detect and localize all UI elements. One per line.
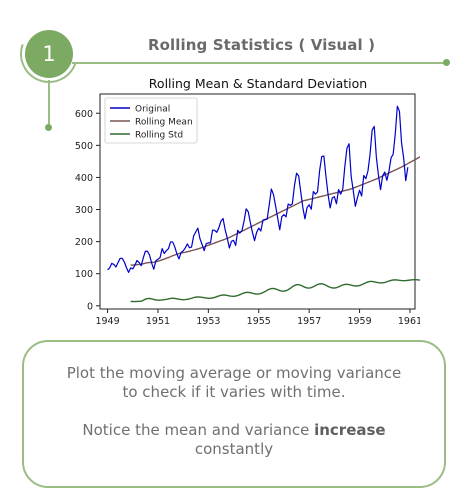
legend-label: Original — [135, 105, 170, 115]
header-divider-dot — [443, 59, 450, 66]
x-tick-label: 1955 — [247, 316, 271, 327]
x-tick-label: 1951 — [146, 316, 170, 327]
y-tick-label: 400 — [75, 173, 93, 184]
series-line-rolling-mean — [130, 156, 420, 266]
x-tick-label: 1961 — [398, 316, 420, 327]
x-axis-ticks: 1949 1951 1953 1955 1957 1959 1961 — [95, 309, 420, 327]
x-tick-label: 1957 — [297, 316, 321, 327]
step-badge: 1 — [25, 30, 73, 78]
page-title: Rolling Statistics ( Visual ) — [148, 36, 376, 54]
series-layer — [107, 105, 420, 303]
x-tick-label: 1949 — [95, 316, 119, 327]
y-tick-label: 500 — [75, 141, 93, 152]
y-tick-label: 600 — [75, 109, 93, 120]
note-line-3-prefix: Notice the mean and variance — [82, 421, 315, 439]
header-divider — [72, 62, 446, 64]
step-number: 1 — [42, 42, 56, 66]
legend: Original Rolling Mean Rolling Std — [104, 97, 198, 144]
x-tick-label: 1959 — [347, 316, 371, 327]
x-tick-label: 1953 — [196, 316, 220, 327]
note-emphasis: increase — [314, 421, 386, 439]
note-line-1: Plot the moving average or moving varian… — [66, 364, 402, 382]
series-line-original — [107, 105, 409, 274]
legend-box — [104, 97, 198, 144]
note-line-3: Notice the mean and variance increase — [24, 421, 444, 440]
badge-connector — [48, 80, 50, 126]
note-line-4: constantly — [194, 440, 274, 458]
y-tick-label: 200 — [75, 237, 93, 248]
legend-label: Rolling Mean — [135, 118, 193, 128]
rolling-stats-chart: Rolling Mean & Standard Deviation 0 100 20… — [75, 76, 420, 327]
explanation-box: Plot the moving average or moving varian… — [22, 340, 446, 488]
y-tick-label: 0 — [87, 301, 93, 312]
chart-title: Rolling Mean & Standard Deviation — [149, 76, 367, 91]
y-axis-ticks: 0 100 200 300 400 500 600 — [75, 109, 100, 312]
badge-connector-dot — [45, 124, 52, 131]
legend-label: Rolling Std — [135, 131, 183, 141]
y-tick-label: 300 — [75, 205, 93, 216]
y-tick-label: 100 — [75, 269, 93, 280]
series-line-rolling-std — [130, 278, 420, 303]
note-line-2: to check if it varies with time. — [122, 383, 346, 401]
